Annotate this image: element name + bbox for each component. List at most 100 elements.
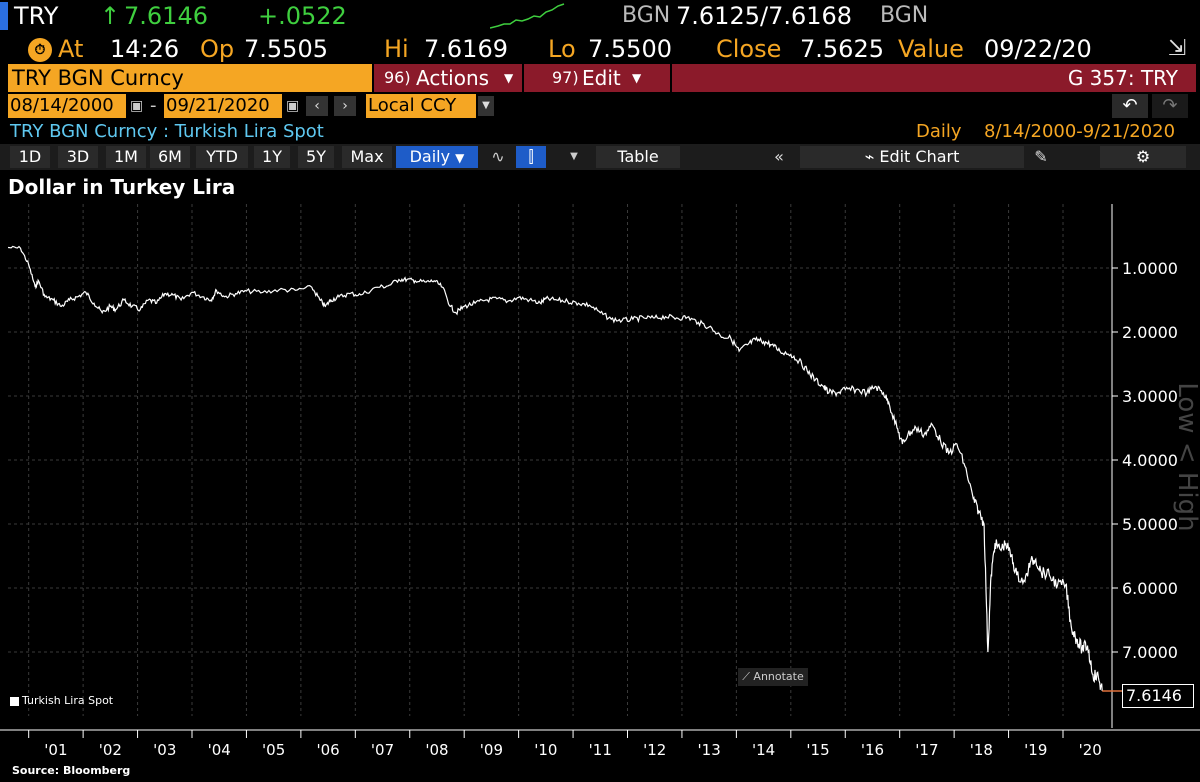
edit-chart-label: Edit Chart: [879, 147, 960, 166]
ticker-symbol: TRY: [14, 2, 59, 30]
x-tick-label: '05: [262, 741, 285, 759]
calendar-icon[interactable]: ▣: [130, 98, 144, 114]
value-label: Value: [898, 35, 964, 63]
y-tick-label: 2.0000: [1122, 323, 1178, 342]
x-tick-label: '06: [316, 741, 339, 759]
period-tab-1y[interactable]: 1Y: [254, 146, 290, 168]
x-tick-label: '20: [1079, 741, 1102, 759]
annotate-tool-icon[interactable]: ✎: [1034, 147, 1048, 166]
legend-swatch: [10, 696, 19, 706]
source-note: Source: Bloomberg: [12, 764, 131, 777]
period-tab-max[interactable]: Max: [342, 146, 392, 168]
period-selector-label: Daily: [409, 147, 451, 166]
actions-number: 96): [384, 68, 411, 87]
edit-label: Edit: [582, 66, 621, 90]
x-tick-label: '01: [44, 741, 67, 759]
x-tick-label: '17: [915, 741, 938, 759]
close-label: Close: [716, 35, 782, 63]
bid-ask: 7.6125/7.6168: [676, 2, 853, 30]
security-description: TRY BGN Curncy : Turkish Lira Spot: [10, 121, 324, 142]
low-value: 7.5500: [588, 35, 672, 63]
series-line-turkish-lira-spot: [7, 245, 1103, 692]
x-tick-label: '19: [1024, 741, 1047, 759]
x-tick-label: '13: [698, 741, 721, 759]
gear-icon[interactable]: ⚙: [1100, 146, 1186, 168]
date-separator: -: [150, 95, 157, 116]
legend: Turkish Lira Spot: [10, 693, 113, 709]
last-price: 7.6146: [124, 2, 208, 30]
chevron-down-icon[interactable]: ▼: [478, 96, 494, 116]
function-bar: [672, 64, 1196, 92]
period-selector[interactable]: Daily ▼: [396, 146, 478, 168]
x-tick-label: '04: [208, 741, 231, 759]
price-change: +.0522: [258, 2, 347, 30]
pencil-icon: ⟋: [742, 670, 750, 683]
function-code: G 357: TRY: [1067, 66, 1178, 90]
period-tab-ytd[interactable]: YTD: [196, 146, 248, 168]
y-tick-label: 1.0000: [1122, 259, 1178, 278]
chevron-down-icon: ▼: [504, 71, 514, 85]
table-button[interactable]: Table: [596, 146, 680, 168]
pricing-source-2: BGN: [880, 3, 929, 28]
x-tick-label: '07: [371, 741, 394, 759]
chart-title: Dollar in Turkey Lira: [8, 175, 236, 199]
period-tab-5y[interactable]: 5Y: [298, 146, 334, 168]
period-tab-3d[interactable]: 3D: [58, 146, 98, 168]
open-label: Op: [200, 35, 235, 63]
edit-number: 97): [552, 68, 579, 87]
low-label: Lo: [548, 35, 576, 63]
annotate-button[interactable]: ⟋ Annotate: [738, 668, 808, 686]
value-date: 09/22/20: [984, 35, 1092, 63]
high-label: Hi: [384, 35, 409, 63]
start-date-field[interactable]: [8, 94, 126, 118]
currency-value: Local CCY: [368, 95, 457, 116]
currency-dropdown[interactable]: [366, 94, 476, 118]
calendar-icon[interactable]: ▣: [286, 98, 300, 114]
undo-button[interactable]: ↶: [1112, 94, 1148, 118]
frequency-label: Daily: [916, 121, 962, 142]
bar-chart-icon[interactable]: ⫿: [516, 146, 546, 168]
chevron-down-icon: ▼: [455, 151, 465, 165]
edit-chart-icon: ⌁: [864, 147, 875, 166]
security-name: TRY BGN Curncy: [12, 66, 184, 90]
next-period-button[interactable]: ›: [334, 96, 356, 116]
end-date: 09/21/2020: [166, 95, 270, 116]
y-tick-label: 7.0000: [1122, 643, 1178, 662]
line-chart-icon[interactable]: ∿: [491, 147, 505, 166]
x-tick-label: '02: [99, 741, 122, 759]
redo-button[interactable]: ↷: [1152, 94, 1188, 118]
x-tick-label: '18: [970, 741, 993, 759]
y-tick-label: 4.0000: [1122, 451, 1178, 470]
edit-menu[interactable]: [524, 64, 670, 92]
y-tick-label: 3.0000: [1122, 387, 1178, 406]
prev-period-button[interactable]: ‹: [306, 96, 328, 116]
actions-menu[interactable]: [374, 64, 522, 92]
legend-label: Turkish Lira Spot: [22, 694, 114, 707]
clock-icon: ⏱: [28, 38, 52, 62]
period-range: 8/14/2000-9/21/2020: [984, 121, 1176, 142]
table-label: Table: [617, 147, 659, 166]
collapse-icon[interactable]: «: [774, 147, 784, 166]
chart-type-dropdown[interactable]: ▼: [570, 151, 578, 162]
annotate-label: Annotate: [753, 670, 804, 683]
sparkline: [490, 3, 565, 29]
x-tick-label: '11: [589, 741, 612, 759]
edit-chart-button[interactable]: ⌁ Edit Chart: [800, 146, 1024, 168]
last-value-text: 7.6146: [1126, 686, 1182, 705]
start-date: 08/14/2000: [10, 95, 114, 116]
end-date-field[interactable]: [164, 94, 282, 118]
period-tab-6m[interactable]: 6M: [150, 146, 190, 168]
y-tick-label: 5.0000: [1122, 515, 1178, 534]
close-value: 7.5625: [800, 35, 884, 63]
ticker-marker: [0, 2, 8, 30]
x-tick-label: '12: [643, 741, 666, 759]
popout-icon[interactable]: ⇲: [1167, 36, 1187, 61]
chevron-down-icon: ▼: [632, 71, 642, 85]
security-field[interactable]: [8, 64, 372, 92]
period-tab-1m[interactable]: 1M: [106, 146, 146, 168]
period-tab-1d[interactable]: 1D: [10, 146, 50, 168]
time-value: 14:26: [110, 35, 180, 63]
x-tick-label: '08: [425, 741, 448, 759]
last-value-label: [1122, 684, 1194, 708]
